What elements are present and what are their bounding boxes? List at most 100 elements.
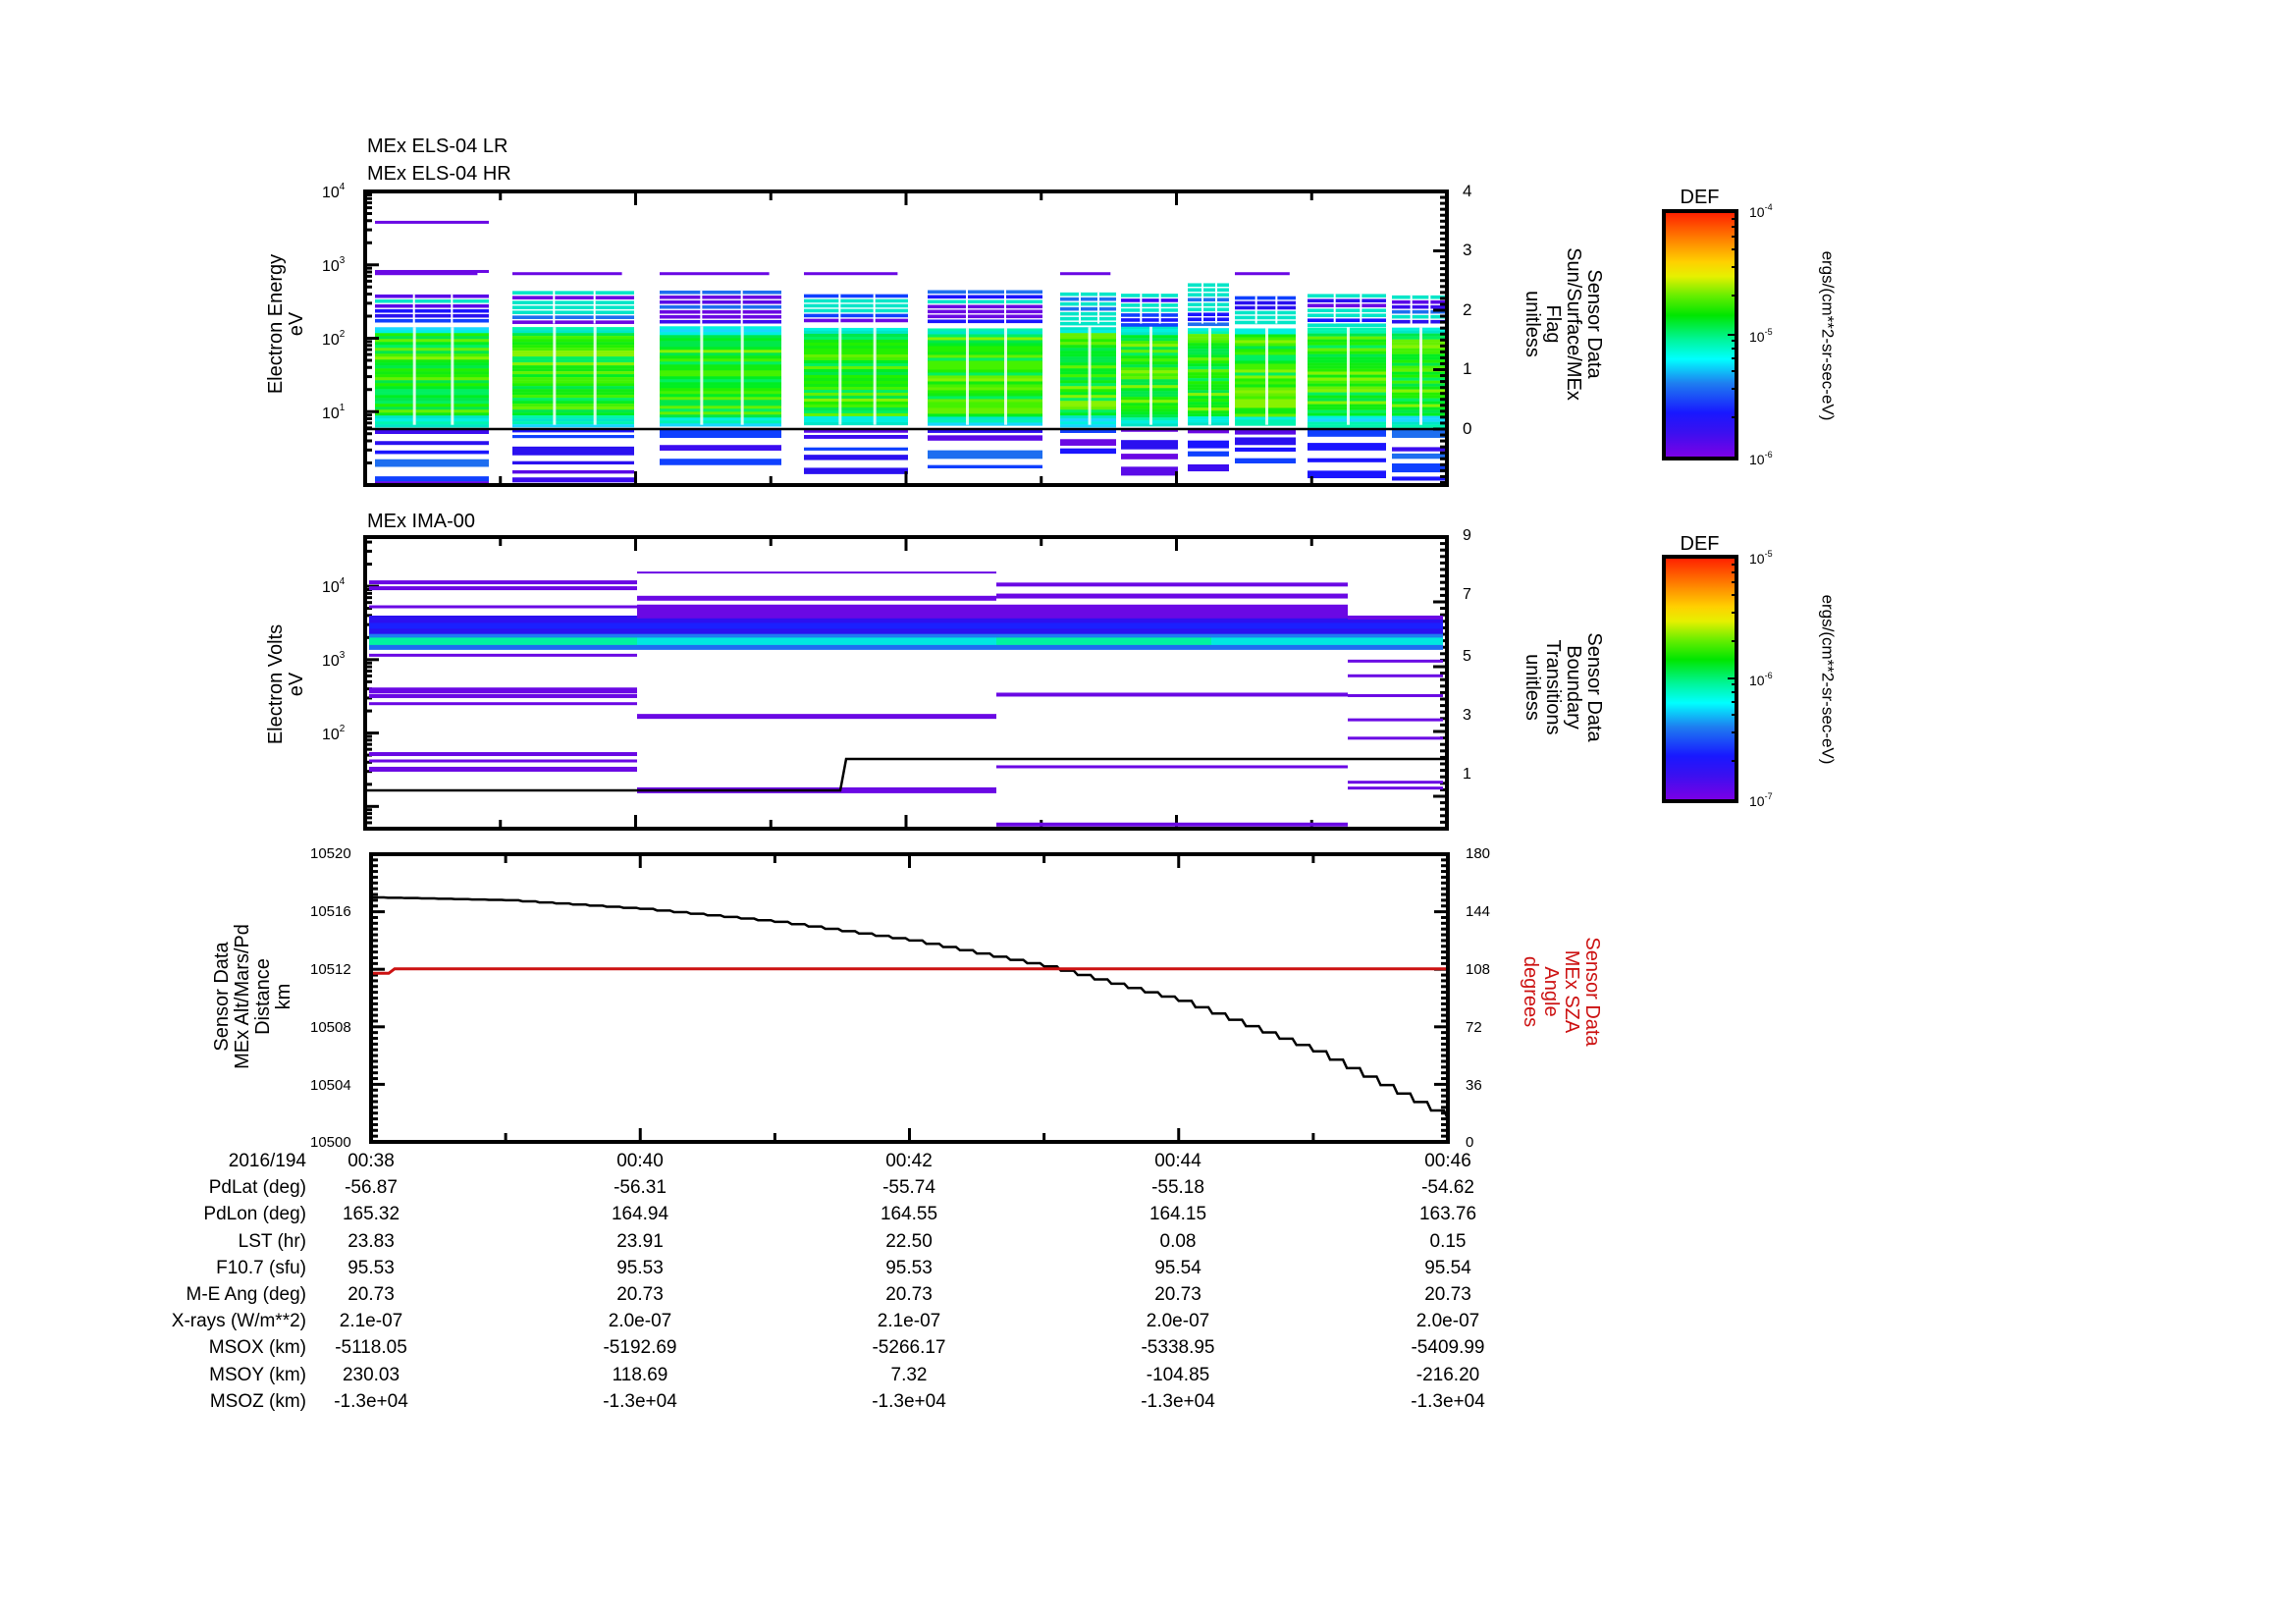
ephemeris-row-label: MSOX (km) <box>208 1337 306 1359</box>
ephemeris-cell: 22.50 <box>885 1230 933 1252</box>
ima-y2label-line1: Sensor Data <box>1583 632 1605 742</box>
colorbar2-ticks <box>1728 564 1737 762</box>
alt-ytick-10500: 10500 <box>310 1134 351 1151</box>
ima-ylabel: Electron Volts eV <box>265 576 307 792</box>
ephemeris-row-label: X-rays (W/m**2) <box>171 1311 306 1332</box>
els-ytick-1e1: 101 <box>322 403 346 422</box>
els-title-hr: MEx ELS-04 HR <box>367 163 511 185</box>
alt-ylabel-line1: Sensor Data <box>211 942 233 1052</box>
sza-ytick-0: 0 <box>1466 1134 1474 1151</box>
ephemeris-cell: -5118.05 <box>335 1337 407 1359</box>
ephemeris-cell: 95.54 <box>1154 1257 1201 1278</box>
alt-plot-frame <box>369 852 1450 1144</box>
ephemeris-cell: 00:38 <box>347 1151 395 1171</box>
ephemeris-cell: -1.3e+04 <box>1141 1390 1215 1412</box>
ephemeris-cell: -1.3e+04 <box>872 1390 946 1412</box>
ima-plot-frame <box>363 535 1449 831</box>
alt-ytick-10504: 10504 <box>310 1077 351 1094</box>
ima-spectrogram <box>365 571 1447 827</box>
ima-ylabel-line2: eV <box>286 672 307 697</box>
ephemeris-cell: -55.74 <box>882 1177 935 1199</box>
els-y2tick-0: 0 <box>1463 419 1472 438</box>
alt-ylabel: Sensor Data MEx Alt/Mars/Pd Distance km <box>211 869 294 1124</box>
alt-ylabel-line3: Distance <box>252 958 274 1035</box>
els-y2tick-4: 4 <box>1463 182 1472 200</box>
els-y2label: Sensor Data Sun/Surface/MEx Flag unitles… <box>1522 196 1605 452</box>
ephemeris-cell: 95.54 <box>1424 1257 1471 1278</box>
sza-ytick-144: 144 <box>1466 903 1491 920</box>
ephemeris-cell: 00:46 <box>1424 1151 1471 1171</box>
ephemeris-cell: -216.20 <box>1415 1364 1480 1385</box>
ima-ytick-1e2: 102 <box>322 724 346 743</box>
sza-ytick-36: 36 <box>1466 1077 1482 1094</box>
ima-y2tick-1: 1 <box>1463 766 1471 783</box>
ephemeris-row-label: F10.7 (sfu) <box>216 1257 306 1278</box>
ephemeris-cell: 7.32 <box>890 1364 928 1385</box>
colorbar1 <box>1662 209 1738 460</box>
ephemeris-row-label: MSOY (km) <box>209 1364 306 1385</box>
alt-ytick-10508: 10508 <box>310 1019 351 1036</box>
ephemeris-cell: 2.1e-07 <box>877 1311 941 1332</box>
els-y2label-line4: unitless <box>1522 291 1543 357</box>
sza-ytick-180: 180 <box>1466 845 1491 862</box>
ephemeris-cell: -56.87 <box>345 1177 398 1199</box>
ima-y2label: Sensor Data Boundary Transitions unitles… <box>1522 560 1605 815</box>
ephemeris-cell: -5266.17 <box>872 1337 946 1359</box>
ima-y2label-line2: Boundary <box>1563 645 1584 730</box>
ephemeris-cell: 164.94 <box>611 1204 669 1225</box>
ephemeris-cell: 163.76 <box>1418 1204 1477 1225</box>
ephemeris-cell: -55.18 <box>1151 1177 1204 1199</box>
ephemeris-cell: 95.53 <box>616 1257 664 1278</box>
colorbar1-max: 10-4 <box>1749 202 1773 220</box>
alt-ytick-10520: 10520 <box>310 845 351 862</box>
sza-ylabel-line4: degrees <box>1520 955 1541 1028</box>
ephemeris-cell: -54.62 <box>1421 1177 1474 1199</box>
els-spectrogram <box>365 220 1447 484</box>
ephemeris-cell: 0.08 <box>1159 1230 1197 1252</box>
sza-ytick-108: 108 <box>1466 961 1491 978</box>
els-y2label-line3: Flag <box>1542 304 1564 344</box>
ephemeris-cell: 95.53 <box>885 1257 933 1278</box>
alt-ytick-10516: 10516 <box>310 903 351 920</box>
ephemeris-cell: 2.0e-07 <box>1415 1311 1480 1332</box>
ephemeris-cell: -1.3e+04 <box>603 1390 677 1412</box>
colorbar1-title: DEF <box>1680 187 1720 208</box>
ephemeris-cell: 00:40 <box>616 1151 664 1171</box>
ephemeris-cell: 95.53 <box>347 1257 395 1278</box>
ephemeris-cell: -104.85 <box>1146 1364 1210 1385</box>
els-y2tick-2: 2 <box>1463 300 1472 319</box>
ima-ytick-1e3: 103 <box>322 650 346 670</box>
ephemeris-cell: 20.73 <box>347 1284 395 1305</box>
ephemeris-cell: 20.73 <box>1424 1284 1471 1305</box>
sza-ytick-72: 72 <box>1466 1019 1482 1036</box>
ephemeris-cell: -1.3e+04 <box>334 1390 408 1412</box>
ephemeris-cell: 165.32 <box>342 1204 400 1225</box>
colorbar2-min: 10-7 <box>1749 791 1773 809</box>
els-ytick-1e2: 102 <box>322 329 346 349</box>
colorbar1-unit: ergs/(cm**2-sr-sec-eV) <box>1818 250 1838 421</box>
ephemeris-cell: 23.83 <box>347 1230 395 1252</box>
ephemeris-row-label: PdLon (deg) <box>203 1204 306 1225</box>
ima-ylabel-line1: Electron Volts <box>265 623 287 745</box>
ephemeris-cell: 2.0e-07 <box>608 1311 672 1332</box>
ephemeris-cell: 20.73 <box>616 1284 664 1305</box>
ephemeris-cell: -1.3e+04 <box>1411 1390 1485 1412</box>
els-y2label-line2: Sun/Surface/MEx <box>1563 247 1584 401</box>
colorbar1-ticks <box>1728 218 1737 418</box>
ima-y2label-line3: Transitions <box>1542 639 1564 735</box>
colorbar1-min: 10-6 <box>1749 450 1773 467</box>
ephemeris-cell: 230.03 <box>342 1364 400 1385</box>
els-ytick-1e4: 104 <box>322 182 346 201</box>
colorbar2-title: DEF <box>1680 533 1720 555</box>
ephemeris-cell: 0.15 <box>1429 1230 1467 1252</box>
ephemeris-cell: 20.73 <box>885 1284 933 1305</box>
ima-ytick-1e4: 104 <box>322 576 346 596</box>
els-y2tick-1: 1 <box>1463 359 1472 378</box>
els-ylabel-line1: Electron Energy <box>265 253 287 395</box>
sza-ylabel: Sensor Data MEx SZA Angle degrees <box>1520 864 1603 1119</box>
ephemeris-cell: 164.55 <box>880 1204 938 1225</box>
ephemeris-cell: 23.91 <box>616 1230 664 1252</box>
ephemeris-row-label: MSOZ (km) <box>209 1390 306 1412</box>
ephemeris-cell: -5338.95 <box>1141 1337 1215 1359</box>
els-y2label-line1: Sensor Data <box>1583 269 1605 379</box>
